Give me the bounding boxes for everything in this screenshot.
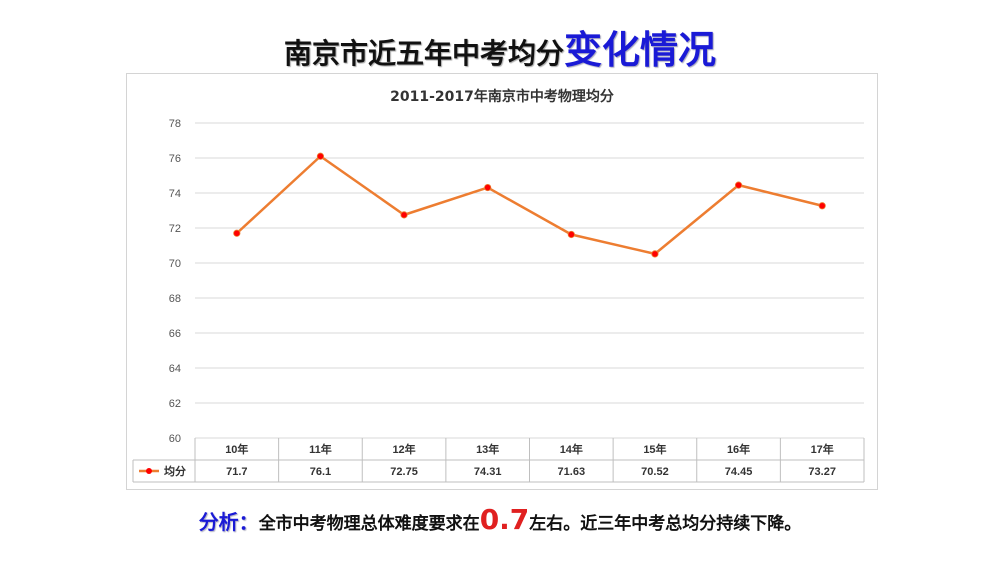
data-point (567, 230, 575, 239)
page-title: 南京市近五年中考均分变化情况 (0, 24, 1000, 84)
category-label: 14年 (560, 442, 583, 456)
category-label: 13年 (476, 442, 499, 456)
data-value-label: 74.45 (725, 466, 753, 478)
data-value-label: 70.52 (641, 466, 669, 478)
y-tick-label: 78 (169, 118, 181, 130)
y-tick-label: 66 (169, 328, 181, 340)
y-tick-label: 70 (169, 258, 181, 270)
chart-frame (126, 73, 878, 490)
category-label: 10年 (225, 442, 248, 456)
data-point (233, 229, 241, 237)
page-title-main: 南京市近五年中考均分 (283, 37, 564, 70)
data-point (818, 202, 826, 210)
data-point (316, 152, 325, 160)
data-value-label: 74.31 (474, 466, 502, 478)
series-line (235, 155, 823, 256)
y-tick-label: 68 (169, 293, 181, 305)
category-label: 15年 (643, 442, 666, 456)
legend-marker (146, 468, 152, 474)
legend-label: 均分 (164, 464, 186, 478)
data-value-label: 71.7 (226, 466, 247, 478)
page-title-accent: 变化情况 (564, 27, 717, 72)
y-tick-label: 76 (169, 153, 181, 165)
data-point (400, 211, 408, 219)
analysis-text-after: 左右。近三年中考总均分持续下降。 (529, 514, 802, 534)
data-value-label: 73.27 (808, 466, 836, 478)
y-tick-label: 64 (169, 363, 181, 375)
category-label: 16年 (727, 442, 750, 456)
y-tick-label: 72 (169, 223, 181, 235)
category-label: 12年 (392, 442, 415, 456)
data-point (734, 181, 743, 189)
category-label: 11年 (309, 442, 332, 456)
y-tick-label: 62 (169, 398, 181, 410)
analysis-text-before: 全市中考物理总体难度要求在 (258, 514, 480, 534)
analysis-highlight-value: 0.7 (479, 503, 530, 536)
y-tick-label: 60 (169, 433, 181, 445)
analysis-line: 分析：全市中考物理总体难度要求在0.7左右。近三年中考总均分持续下降。 (0, 503, 1000, 541)
analysis-label: 分析： (198, 510, 259, 534)
data-value-label: 76.1 (310, 466, 331, 478)
data-point (651, 250, 659, 258)
chart-title: 2011-2017年南京市中考物理均分 (390, 89, 614, 105)
data-value-label: 72.75 (390, 466, 418, 478)
data-point (484, 183, 492, 192)
y-tick-label: 74 (169, 188, 181, 200)
data-value-label: 71.63 (558, 466, 586, 478)
category-label: 17年 (811, 442, 834, 456)
